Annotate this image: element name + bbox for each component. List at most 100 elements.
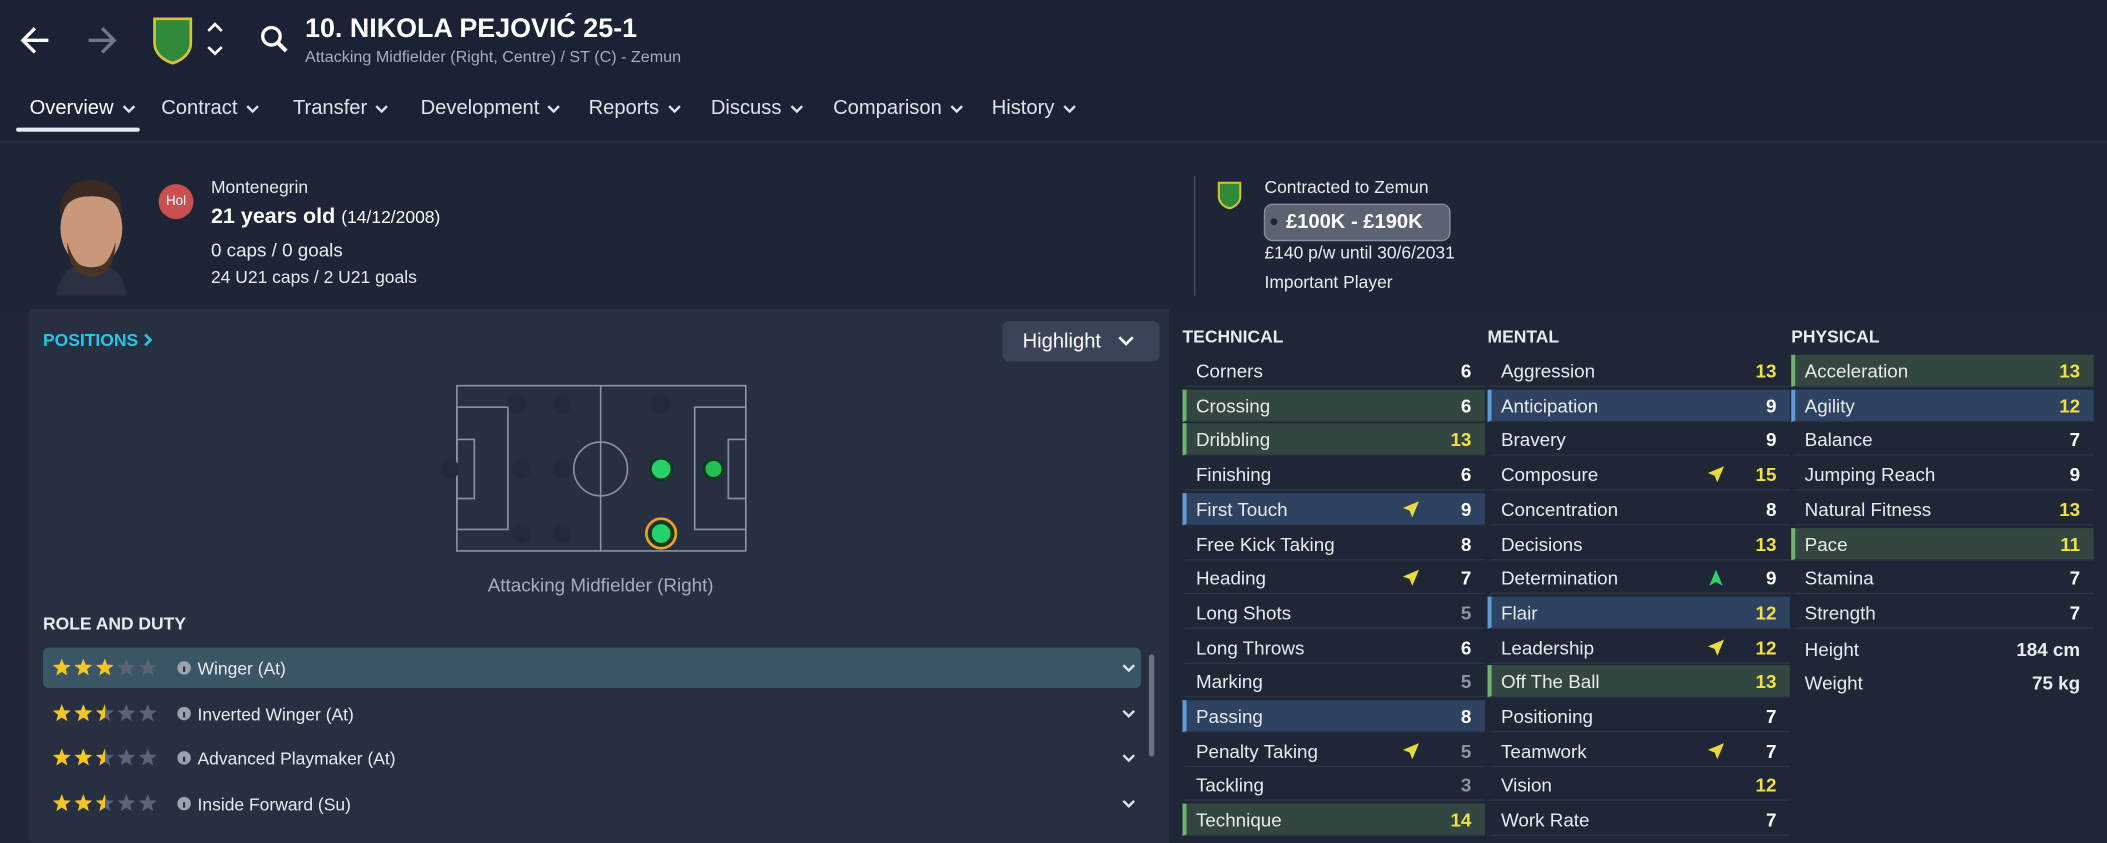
tab[interactable]: Contract: [161, 97, 259, 120]
role-row[interactable]: Winger (At): [43, 647, 1141, 688]
attr-value: 5: [1460, 601, 1472, 624]
attr-name: Stamina: [1804, 567, 1874, 589]
star: [52, 658, 71, 676]
trend-arrow: [1707, 639, 1725, 656]
attr-value: 8: [1460, 705, 1472, 727]
info-icon: [177, 706, 191, 720]
value-pill: [1263, 203, 1451, 242]
attr-value: 3: [1460, 774, 1472, 797]
position-dots: [645, 456, 725, 550]
attr-row: Acceleration 13: [1791, 354, 2094, 387]
attr-row: Tackling 3: [1182, 769, 1485, 802]
tab-label: Reports: [588, 96, 660, 120]
star: [138, 703, 157, 721]
attr-value: 9: [1765, 567, 1777, 589]
star: [138, 748, 157, 766]
attr-value: 13: [1450, 429, 1472, 451]
star: [138, 793, 157, 811]
attr-name: Marking: [1195, 670, 1263, 693]
attr-name: Flair: [1500, 601, 1538, 624]
info-bar: [183, 711, 186, 717]
attr-row: Bravery 9: [1487, 424, 1790, 457]
role-title: ROLE AND DUTY: [43, 613, 186, 634]
attr-heading: PHYSICAL: [1791, 326, 1880, 347]
role-name: Advanced Playmaker (At): [197, 748, 396, 769]
star: [117, 793, 136, 811]
attr-row: First Touch 9: [1182, 492, 1485, 526]
pill-hole: [1270, 218, 1278, 226]
chevron-path: [1122, 754, 1135, 763]
role-row[interactable]: Advanced Playmaker (At): [43, 738, 1141, 778]
tab[interactable]: Transfer: [293, 97, 389, 120]
pitch-slots: [440, 395, 671, 543]
attr-row: Pace 11: [1791, 527, 2094, 560]
attr-name: First Touch: [1195, 498, 1288, 520]
chevron-path: [122, 104, 135, 113]
caps: 0 caps / 0 goals: [210, 239, 343, 261]
attr-value: 7: [1460, 567, 1472, 589]
search-icon[interactable]: [261, 25, 282, 47]
attr-row: Anticipation 9: [1487, 389, 1790, 422]
attr-value: 13: [2059, 360, 2081, 382]
personality-badge: [158, 184, 194, 220]
attr-name: Dribbling: [1195, 429, 1271, 451]
tab-label: Overview: [29, 96, 114, 120]
tab[interactable]: Comparison: [833, 97, 963, 120]
positions-title[interactable]: POSITIONS: [43, 329, 139, 351]
attr-row: Composure 15: [1487, 458, 1790, 491]
attr-name: Free Kick Taking: [1195, 532, 1335, 555]
tab-chevron: [1062, 104, 1076, 113]
attr-name: Aggression: [1500, 360, 1596, 382]
role-row[interactable]: Inverted Winger (At): [43, 693, 1141, 733]
highlight-dropdown[interactable]: [1002, 321, 1160, 362]
highlight-label: Highlight: [1022, 329, 1102, 353]
u21-caps: 24 U21 caps / 2 U21 goals: [210, 266, 417, 287]
attr-name: Composure: [1500, 463, 1599, 486]
attr-name: Finishing: [1195, 463, 1272, 486]
info-bar: [183, 801, 186, 807]
tab[interactable]: Overview: [30, 97, 136, 120]
star: [74, 703, 93, 721]
info-icon: [177, 796, 191, 810]
tab-label: Comparison: [833, 96, 942, 120]
scrollbar[interactable]: [1148, 654, 1155, 757]
position-caption: Attacking Midfielder (Right): [487, 573, 714, 596]
contract-badge: [1217, 181, 1242, 210]
tab[interactable]: Reports: [589, 97, 681, 120]
tab[interactable]: Development: [421, 97, 561, 120]
attr-value: 15: [1755, 463, 1777, 486]
attr-value: 9: [1765, 394, 1777, 417]
attr-value: 9: [1460, 498, 1472, 520]
player-switch[interactable]: [207, 22, 223, 56]
star-rating: [52, 658, 157, 676]
chevron-path: [1122, 664, 1135, 673]
role-row[interactable]: Inside Forward (Su): [43, 783, 1141, 823]
arrow-shape: [1707, 466, 1725, 483]
attr-row: Natural Fitness 13: [1791, 493, 2094, 526]
attr-name: Strength: [1804, 601, 1876, 624]
attr-value: 13: [1755, 360, 1777, 382]
attr-name: Long Throws: [1195, 636, 1305, 658]
forward-button[interactable]: [88, 27, 117, 54]
tab[interactable]: History: [992, 97, 1076, 120]
attr-name: Long Shots: [1195, 601, 1292, 624]
player-face: [56, 180, 127, 296]
tab[interactable]: Discuss: [711, 97, 803, 120]
attr-row: Positioning 7: [1487, 700, 1790, 733]
attr-value: 6: [1460, 636, 1472, 658]
chevron: [1122, 754, 1135, 763]
chevron-path: [1122, 799, 1135, 808]
tab-chevron: [122, 104, 135, 113]
trend-arrow: [1402, 500, 1419, 518]
trend-arrow: [1402, 570, 1419, 587]
attr-row: Stamina 7: [1791, 562, 2094, 595]
attr-value: 7: [2069, 567, 2081, 589]
squad-status: Important Player: [1264, 272, 1393, 293]
back-button[interactable]: [20, 27, 49, 54]
tab-chevron: [789, 104, 803, 113]
attr-value: 6: [1460, 394, 1472, 417]
attr-name: Passing: [1195, 705, 1263, 727]
tab-label: Transfer: [292, 96, 368, 120]
chevron-path: [789, 104, 803, 113]
